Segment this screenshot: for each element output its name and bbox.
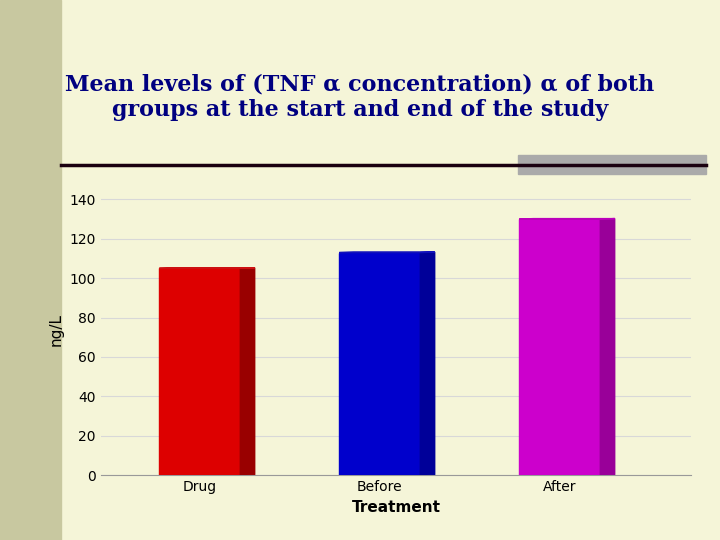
Bar (519, 219, 600, 475)
Bar (339, 253, 420, 475)
Y-axis label: ng/L: ng/L (49, 313, 64, 346)
Bar (159, 268, 240, 475)
Polygon shape (420, 252, 435, 475)
Text: Mean levels of (TNF α concentration) α of both
groups at the start and end of th: Mean levels of (TNF α concentration) α o… (66, 73, 654, 121)
X-axis label: Treatment: Treatment (351, 500, 441, 515)
Polygon shape (600, 219, 615, 475)
Polygon shape (240, 268, 255, 475)
